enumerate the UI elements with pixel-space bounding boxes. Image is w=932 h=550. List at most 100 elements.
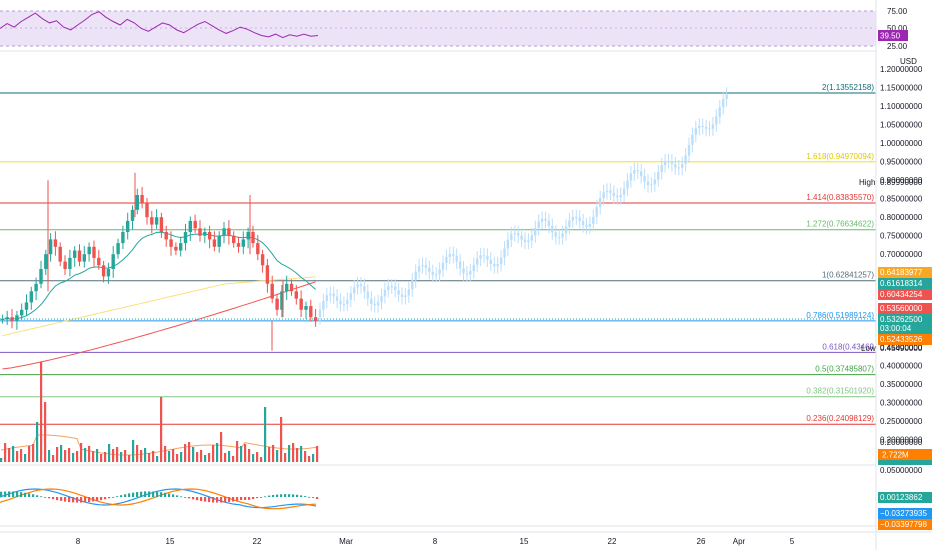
price-badge-label: 0.61618314 [880, 279, 923, 288]
macd-histogram-bar [144, 491, 147, 497]
volume-bar [212, 445, 215, 462]
projection-body [329, 293, 332, 296]
candle-body [309, 306, 313, 318]
volume-bar [228, 451, 231, 462]
projection-body [691, 134, 694, 145]
volume-bar [44, 402, 47, 462]
projection-body [684, 155, 687, 164]
candle-body [299, 298, 303, 310]
projection-body [465, 273, 469, 275]
projection-body [325, 295, 328, 301]
candles [0, 172, 318, 351]
candle-body [97, 257, 101, 266]
candle-body [251, 232, 255, 244]
macd-histogram-bar [216, 497, 219, 503]
volume-bar [4, 443, 7, 462]
volume-bar [136, 445, 139, 462]
macd-histogram-bar [284, 494, 287, 497]
macd-histogram-bar [288, 494, 291, 497]
macd-histogram-bar [300, 495, 303, 497]
projection-body [619, 194, 622, 198]
macd-histogram-bar [120, 495, 123, 497]
projection-body [653, 179, 656, 185]
macd-histogram-bar [104, 497, 107, 500]
candle-body [92, 246, 96, 258]
volume-bar [180, 452, 183, 462]
macd-histogram-bar [24, 492, 27, 497]
volume-bar [176, 454, 179, 462]
macd-histogram-bar [72, 497, 75, 503]
projection-body [592, 216, 595, 224]
projection-body [551, 226, 554, 233]
volume-bar [56, 447, 59, 462]
volume-bar [20, 449, 23, 462]
projection-body [537, 221, 540, 228]
volume-value: 2.722M [882, 451, 909, 460]
macd-histogram-bar [280, 494, 283, 497]
candle-body [217, 235, 221, 247]
time-axis-label: Apr [733, 537, 746, 546]
time-axis-label: 15 [166, 537, 175, 546]
candle-body [68, 257, 72, 269]
volume-bar [256, 452, 259, 462]
macd-histogram-bar [268, 495, 271, 497]
candle-body [150, 217, 154, 225]
volume-badge: 2.722M [878, 449, 932, 460]
macd-badge-label: −0.03273935 [880, 509, 927, 518]
candle-body [20, 309, 24, 316]
volume-bar [0, 458, 3, 462]
projection-body [646, 181, 650, 186]
volume-bar [236, 441, 239, 462]
rsi-line [0, 11, 319, 39]
candle-body [188, 220, 192, 232]
volume-bar [88, 446, 91, 462]
macd-histogram-bar [96, 497, 99, 501]
candle-body [29, 291, 33, 303]
price-tick-label: 1.10000000 [880, 102, 923, 111]
price-badge-label: 0.53560000 [880, 304, 923, 313]
projection-body [363, 286, 366, 292]
volume-bar [264, 407, 267, 462]
candle-body [241, 239, 245, 247]
high-value: 0.89990000 [880, 178, 923, 187]
volume-bar [260, 457, 263, 462]
projection-body [486, 255, 489, 260]
macd-histogram-bar [68, 497, 71, 503]
fib-level-label: 1.272(0.76634622) [806, 220, 874, 229]
macd-histogram-bar [220, 497, 223, 503]
macd-histogram-bar [228, 497, 231, 502]
price-badge [878, 278, 932, 289]
rsi-value-label: 39.50 [880, 32, 901, 41]
macd-histogram-bar [160, 492, 163, 497]
macd-histogram-bar [100, 497, 103, 501]
fibonacci-levels[interactable]: 2(1.13552158) 1.618(0.94970094) 1.414(0.83… [0, 83, 876, 425]
price-tick-label: 0.80000000 [880, 213, 923, 222]
projection-body [599, 198, 602, 208]
macd-histogram-bar [176, 495, 179, 497]
macd-histogram-bar [132, 492, 135, 497]
macd-histogram-bar [8, 491, 11, 497]
macd-line [0, 488, 317, 509]
time-axis-label: 22 [253, 537, 262, 546]
price-tick-label: 0.45000000 [880, 343, 923, 352]
projection-body [663, 161, 667, 166]
candle-body [73, 250, 77, 258]
volume-bar [116, 447, 119, 462]
ema-short-line [2, 231, 316, 320]
volume-bar [248, 449, 251, 462]
projection-body [411, 280, 414, 290]
volume-bar [132, 440, 135, 462]
candle-body [227, 228, 231, 236]
price-tick-label: 0.40000000 [880, 361, 923, 370]
projection-body [640, 171, 643, 177]
candle-body [270, 283, 274, 299]
projection-body [452, 254, 455, 256]
projection-body [701, 125, 704, 127]
projection-body [581, 221, 585, 226]
low-value: 0.45490000 [880, 344, 923, 353]
rsi-tick-label: 50.00 [887, 24, 908, 33]
macd-histogram-bar [236, 497, 239, 501]
candle-body [15, 315, 19, 321]
projection-body [595, 207, 598, 217]
